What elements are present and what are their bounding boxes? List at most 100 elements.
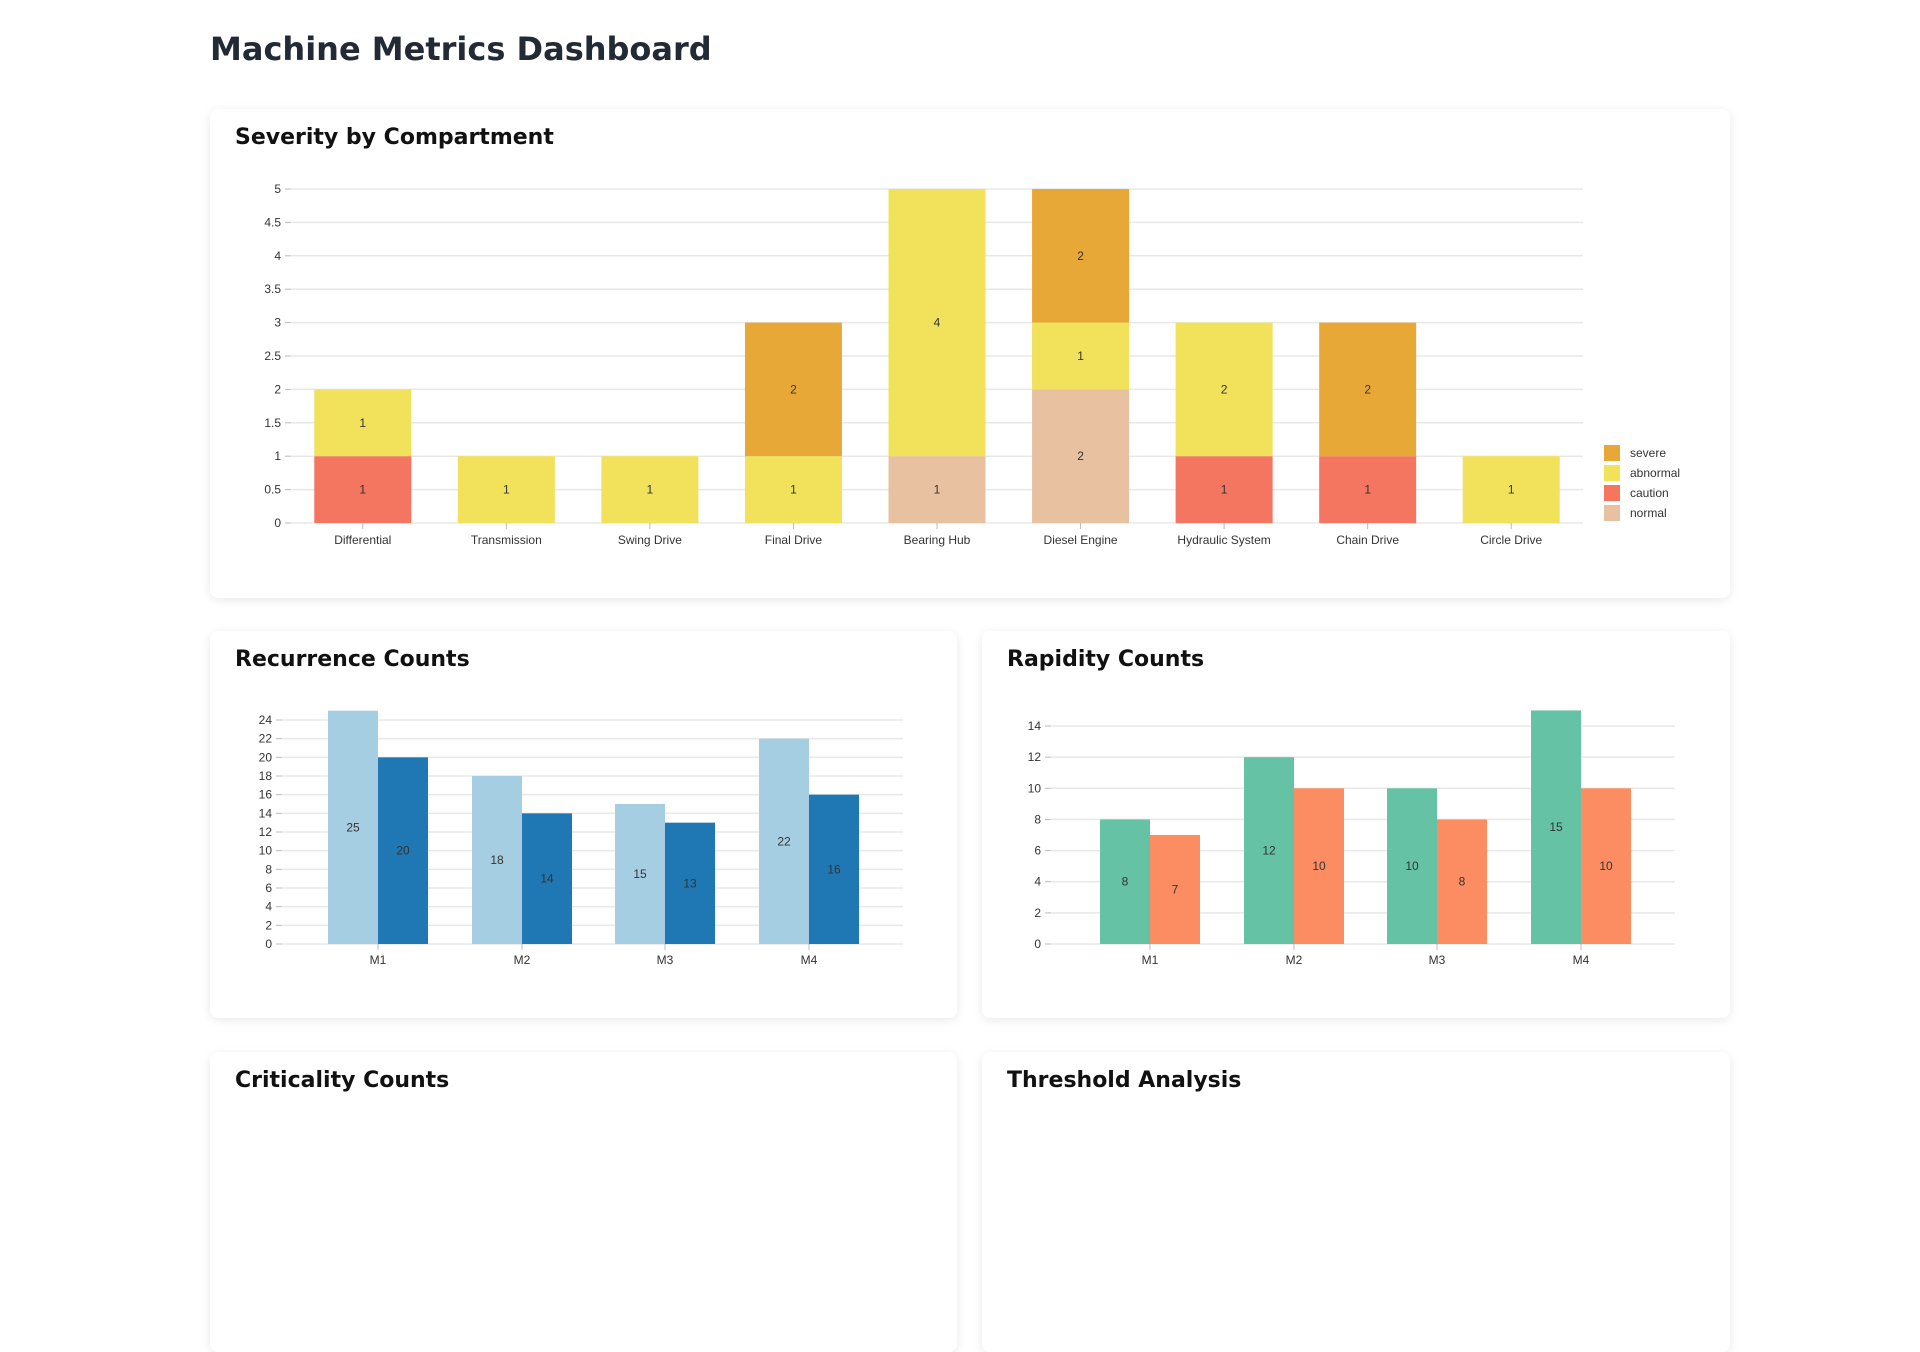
bar-label: 13 (683, 876, 697, 890)
y-tick-label: 12 (259, 825, 273, 839)
y-tick-label: 3.5 (264, 282, 281, 296)
y-tick-label: 1 (274, 449, 281, 463)
card-title: Severity by Compartment (235, 125, 554, 150)
x-tick-label: Final Drive (765, 533, 823, 547)
legend-label: caution (1630, 486, 1669, 500)
bar-label: 2 (1364, 382, 1371, 396)
bar-label: 2 (790, 382, 797, 396)
card-title: Rapidity Counts (1007, 647, 1205, 672)
x-tick-label: Bearing Hub (904, 533, 971, 547)
bar-severe (1032, 189, 1130, 323)
x-tick-label: M4 (801, 953, 818, 967)
bar-label: 15 (1549, 820, 1563, 834)
y-tick-label: 8 (265, 862, 272, 876)
y-tick-label: 1.5 (264, 416, 281, 430)
bar-label: 10 (1405, 859, 1419, 873)
x-tick-label: M1 (370, 953, 387, 967)
bar-label: 1 (1077, 349, 1084, 363)
bar-abnormal (744, 456, 842, 523)
x-tick-label: Hydraulic System (1177, 533, 1270, 547)
recurrence-card: Recurrence Counts 0 2 4 6 8 10 12 14 16 18 20 22 24 2… (210, 631, 957, 1018)
bar-label: 1 (934, 483, 941, 497)
card-title: Criticality Counts (235, 1068, 450, 1093)
bar-label: 1 (790, 483, 797, 497)
x-tick-label: M3 (657, 953, 674, 967)
bar (759, 738, 809, 944)
bar-caution (1319, 456, 1417, 523)
legend-label: severe (1630, 446, 1666, 460)
bar-label: 18 (490, 853, 504, 867)
legend-swatch (1604, 445, 1620, 461)
y-tick-label: 2 (265, 918, 272, 932)
bar-label: 2 (1221, 382, 1228, 396)
severity-card: Severity by Compartment 0 0.5 1 1.5 2 2.5 3 3.5… (210, 109, 1730, 598)
y-tick-label: 0 (1034, 937, 1041, 951)
severity-chart: 0 0.5 1 1.5 2 2.5 3 3.5 4 4.5 5 1 1 Differential 1 Tran… (264, 182, 1680, 547)
x-tick-label: Transmission (471, 533, 542, 547)
bar (1100, 819, 1150, 944)
card-title: Recurrence Counts (235, 647, 470, 672)
bar-label: 1 (359, 483, 366, 497)
legend-swatch (1604, 485, 1620, 501)
y-tick-label: 22 (259, 732, 273, 746)
legend-swatch (1604, 505, 1620, 521)
y-tick-label: 16 (259, 788, 273, 802)
page-title: Machine Metrics Dashboard (210, 30, 712, 68)
criticality-card: Criticality Counts (210, 1052, 957, 1352)
bar-normal (888, 456, 986, 523)
bar-label: 1 (503, 483, 510, 497)
y-tick-label: 18 (259, 769, 273, 783)
y-tick-label: 0.5 (264, 483, 281, 497)
bar-label: 16 (827, 862, 841, 876)
y-tick-label: 2 (1034, 906, 1041, 920)
bar (328, 710, 378, 944)
y-tick-label: 4 (1034, 875, 1041, 889)
y-tick-label: 8 (1034, 812, 1041, 826)
bar (378, 757, 428, 944)
bar-label: 1 (1508, 483, 1515, 497)
bar-label: 4 (934, 316, 941, 330)
bar-label: 10 (1599, 859, 1613, 873)
y-tick-label: 0 (265, 937, 272, 951)
bar-label: 7 (1172, 883, 1179, 897)
bar-abnormal (1462, 456, 1560, 523)
legend-label: abnormal (1630, 466, 1680, 480)
bar-label: 1 (359, 416, 366, 430)
x-tick-label: Diesel Engine (1044, 533, 1118, 547)
bar-label: 2 (1077, 449, 1084, 463)
rapidity-chart: 0 2 4 6 8 10 12 14 8 7 M1 12 10 M2 10 8 M3 15 10 M4 (1028, 710, 1675, 967)
bar-label: 8 (1122, 875, 1129, 889)
bar (1294, 788, 1344, 944)
bar-abnormal (1175, 322, 1273, 457)
bar-label: 1 (1364, 483, 1371, 497)
bar (615, 804, 665, 944)
x-tick-label: Differential (334, 533, 391, 547)
bar-caution (1175, 456, 1273, 523)
y-tick-label: 4 (274, 249, 281, 263)
bar-normal (1032, 389, 1130, 523)
bar (665, 822, 715, 944)
bar-abnormal (888, 189, 986, 457)
bar-label: 20 (396, 844, 410, 858)
bar-label: 10 (1312, 859, 1326, 873)
bar-label: 15 (633, 867, 647, 881)
bar (472, 776, 522, 944)
y-tick-label: 12 (1028, 750, 1042, 764)
x-tick-label: Chain Drive (1336, 533, 1399, 547)
recurrence-chart: 0246810121416182022242520M11814M21513M32… (259, 710, 903, 967)
x-tick-label: M2 (514, 953, 531, 967)
x-tick-label: M2 (1286, 953, 1303, 967)
bar-severe (1319, 322, 1417, 457)
bar-abnormal (314, 389, 412, 457)
bar-label: 2 (1077, 249, 1084, 263)
y-tick-label: 2 (274, 382, 281, 396)
bar-label: 12 (1262, 844, 1276, 858)
y-tick-label: 24 (259, 713, 273, 727)
bar-caution (314, 456, 412, 523)
rapidity-card: Rapidity Counts 0 2 4 6 8 10 12 14 8 7 M1 12 10 M2 10 8… (982, 631, 1730, 1018)
x-tick-label: M3 (1429, 953, 1446, 967)
y-tick-label: 3 (274, 316, 281, 330)
bar-label: 22 (777, 834, 791, 848)
legend-label: normal (1630, 506, 1667, 520)
y-tick-label: 14 (259, 806, 273, 820)
